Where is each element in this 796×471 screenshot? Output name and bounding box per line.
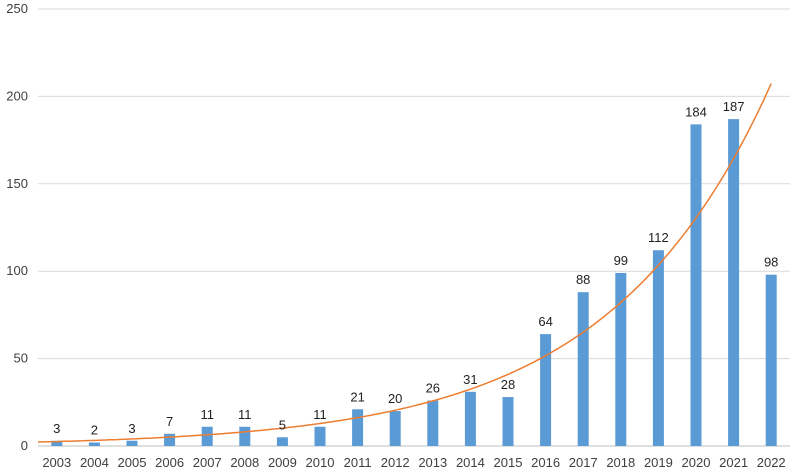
y-axis-ticks: 0 50 100 150 200 250 — [6, 1, 28, 453]
exponential-trendline — [37, 83, 772, 443]
data-label: 2 — [91, 423, 98, 438]
data-label: 3 — [53, 421, 60, 436]
data-label: 11 — [313, 407, 327, 422]
x-tick-label: 2008 — [230, 455, 259, 470]
x-tick-label: 2016 — [531, 455, 560, 470]
bars — [51, 119, 777, 447]
x-tick-label: 2012 — [381, 455, 410, 470]
data-label: 20 — [388, 391, 402, 406]
bar — [690, 124, 702, 447]
x-tick-label: 2003 — [42, 455, 71, 470]
x-tick-label: 2006 — [155, 455, 184, 470]
bar — [314, 426, 326, 446]
data-label: 187 — [723, 99, 745, 114]
data-label: 7 — [166, 414, 173, 429]
bar — [239, 426, 251, 446]
x-tick-label: 2013 — [418, 455, 447, 470]
bar — [652, 250, 664, 446]
gridlines — [38, 8, 790, 447]
y-tick-label: 0 — [21, 438, 28, 453]
x-tick-label: 2021 — [719, 455, 748, 470]
bar — [540, 334, 552, 446]
x-axis-ticks: 2003 2004 2005 2006 2007 2008 2009 2010 2011 2012… — [42, 455, 785, 470]
data-label: 11 — [200, 407, 214, 422]
bar — [352, 409, 364, 446]
bar — [464, 391, 476, 446]
data-label: 88 — [576, 272, 590, 287]
trendline — [37, 83, 772, 443]
data-label: 26 — [426, 381, 440, 396]
bar — [427, 400, 439, 446]
bar — [164, 433, 176, 446]
data-label: 184 — [685, 104, 707, 119]
y-tick-label: 50 — [14, 351, 28, 366]
x-tick-label: 2019 — [644, 455, 673, 470]
x-tick-label: 2011 — [344, 455, 372, 470]
bar — [51, 440, 63, 446]
x-tick-label: 2020 — [682, 455, 711, 470]
data-label: 28 — [501, 377, 515, 392]
x-tick-label: 2022 — [757, 455, 786, 470]
x-tick-label: 2005 — [118, 455, 147, 470]
x-tick-label: 2004 — [80, 455, 109, 470]
data-label: 21 — [350, 389, 364, 404]
bar — [502, 397, 514, 446]
data-label: 64 — [538, 314, 552, 329]
y-tick-label: 150 — [6, 176, 28, 191]
x-tick-label: 2007 — [193, 455, 222, 470]
bar — [615, 272, 627, 446]
x-tick-label: 2009 — [268, 455, 297, 470]
x-tick-label: 2010 — [306, 455, 335, 470]
bar — [728, 119, 740, 447]
bar — [765, 274, 777, 446]
data-label: 11 — [238, 407, 252, 422]
bar — [577, 292, 589, 446]
bar — [201, 426, 213, 446]
bar — [276, 437, 288, 446]
x-tick-label: 2015 — [494, 455, 523, 470]
data-labels: 3 2 3 7 11 11 5 11 21 20 26 31 28 64 88 99 112 184 187 98 — [53, 99, 778, 437]
x-tick-label: 2014 — [456, 455, 485, 470]
data-label: 5 — [279, 417, 286, 432]
bar — [389, 411, 401, 446]
x-tick-label: 2017 — [569, 455, 598, 470]
y-tick-label: 100 — [6, 263, 28, 278]
data-label: 112 — [648, 230, 669, 245]
data-label: 99 — [614, 253, 628, 268]
y-tick-label: 250 — [6, 1, 28, 16]
x-tick-label: 2018 — [606, 455, 635, 470]
data-label: 3 — [128, 421, 135, 436]
data-label: 98 — [764, 255, 778, 270]
bar — [126, 440, 138, 446]
bar — [88, 442, 100, 446]
y-tick-label: 200 — [6, 88, 28, 103]
data-label: 31 — [463, 372, 477, 387]
